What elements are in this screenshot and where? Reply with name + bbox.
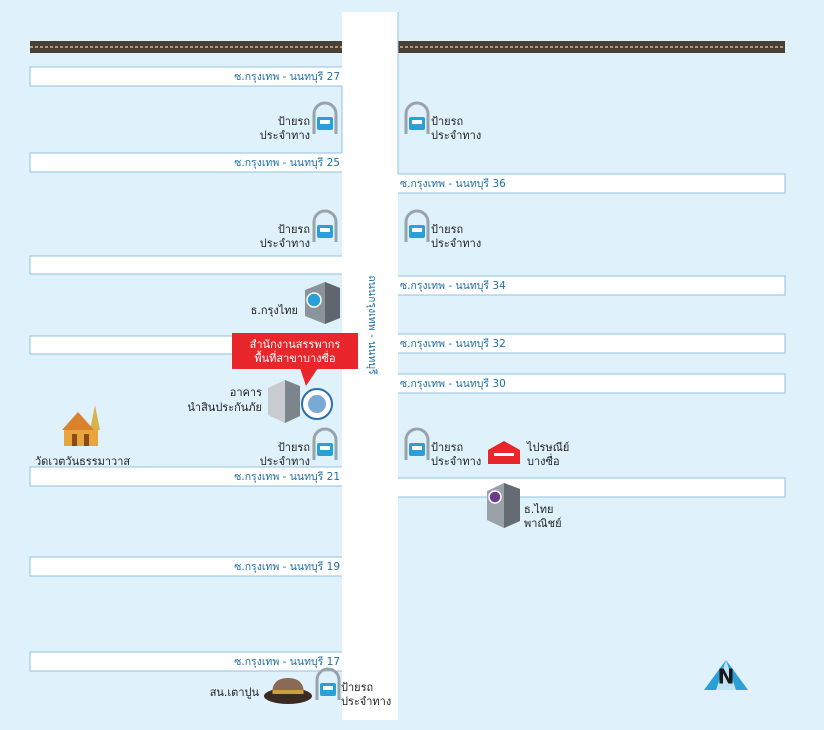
- callout: [232, 333, 358, 386]
- bus-stop-label: ประจำทาง: [260, 129, 310, 142]
- soi-label: ซ.กรุงเทพ - นนทบุรี 25: [234, 156, 340, 169]
- police-hat: [264, 678, 312, 704]
- bus-stop-label: ประจำทาง: [260, 455, 310, 468]
- soi-label: ซ.กรุงเทพ - นนทบุรี 17: [234, 655, 340, 668]
- office-building: [268, 380, 333, 423]
- bus-stop-label: ป้ายรถ: [278, 223, 310, 236]
- road: [29, 255, 351, 275]
- place-label: อาคาร: [230, 386, 262, 399]
- soi-label: ซ.กรุงเทพ - นนทบุรี 32: [400, 337, 506, 350]
- soi-label: ซ.กรุงเทพ - นนทบุรี 21: [234, 470, 340, 483]
- place-label: บางซื่อ: [527, 453, 560, 468]
- soi-label: ซ.กรุงเทพ - นนทบุรี 36: [400, 177, 506, 190]
- bus-stop-label: ป้ายรถ: [278, 115, 310, 128]
- place-label: นำสินประกันภัย: [187, 401, 262, 414]
- road: [389, 477, 786, 498]
- soi-label: ซ.กรุงเทพ - นนทบุรี 30: [400, 377, 506, 390]
- north-arrow: [704, 660, 748, 690]
- place-label: ธ.ไทย: [524, 503, 553, 516]
- bus-stop-label: ป้ายรถ: [431, 223, 463, 236]
- bus-stop-label: ป้ายรถ: [341, 681, 373, 694]
- soi-label: ซ.กรุงเทพ - นนทบุรี 27: [234, 70, 340, 83]
- place-label: วัดเวตวันธรรมาวาส: [35, 455, 130, 468]
- north-label: N: [718, 665, 735, 689]
- bus-stop-label: ประจำทาง: [431, 237, 481, 250]
- bus-stop-label: ประจำทาง: [260, 237, 310, 250]
- place-label: สน.เตาปูน: [210, 686, 260, 699]
- bus-stop-label: ประจำทาง: [431, 455, 481, 468]
- main-road-label: ถนนกรุงเทพ - นนทบุรี: [366, 275, 379, 375]
- bus-stop-label: ป้ายรถ: [278, 441, 310, 454]
- scb-building: [487, 483, 520, 528]
- soi-label: ซ.กรุงเทพ - นนทบุรี 34: [400, 279, 506, 292]
- soi-label: ซ.กรุงเทพ - นนทบุรี 19: [234, 560, 340, 573]
- callout-label: สำนักงานสรรพากร: [250, 338, 341, 351]
- callout-label: พื้นที่สาขาบางซื่อ: [254, 350, 335, 365]
- place-label: ไปรษณีย์: [526, 441, 569, 454]
- bus-stop-label: ประจำทาง: [341, 695, 391, 708]
- post-office: [488, 441, 520, 464]
- place-label: พาณิชย์: [524, 517, 562, 530]
- krungthai-building: [305, 282, 340, 324]
- temple: [62, 405, 100, 446]
- bus-stop-label: ประจำทาง: [431, 129, 481, 142]
- place-label: ธ.กรุงไทย: [251, 304, 298, 317]
- bus-stop-label: ป้ายรถ: [431, 115, 463, 128]
- bus-stop-label: ป้ายรถ: [431, 441, 463, 454]
